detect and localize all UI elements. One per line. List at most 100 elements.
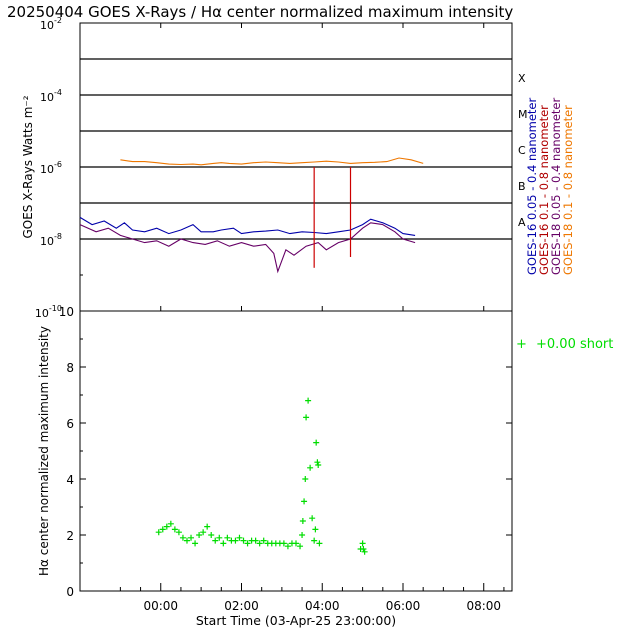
- goes-y-axis-ticks: 10-210-410-610-810-10: [35, 16, 512, 320]
- halpha-point-45: [312, 526, 319, 533]
- halpha-point-15: [216, 534, 223, 541]
- goes-series-line-2: [79, 222, 416, 274]
- halpha-point-35: [297, 543, 304, 550]
- halpha-x-tick-label-3: 06:00: [386, 599, 421, 613]
- goes-y-tick-label-3: 10-8: [40, 232, 62, 248]
- halpha-point-40: [303, 414, 310, 421]
- halpha-x-axis-label: Start Time (03-Apr-25 23:00:00): [196, 613, 396, 628]
- halpha-point-3: [167, 520, 174, 527]
- halpha-point-52: [360, 546, 367, 552]
- halpha-point-13: [208, 532, 215, 538]
- halpha-point-51: [359, 540, 366, 547]
- halpha-point-49: [316, 540, 323, 547]
- halpha-point-36: [299, 532, 306, 538]
- halpha-point-24: [252, 537, 259, 544]
- goes-legend-entry-2: GOES-18 0.05 - 0.4 nanometer: [549, 98, 563, 276]
- goes-y-tick-label-2: 10-6: [40, 160, 62, 176]
- halpha-y-tick-label-1: 2: [66, 529, 74, 543]
- halpha-point-20: [236, 534, 243, 541]
- halpha-x-tick-label-4: 08:00: [466, 599, 501, 613]
- halpha-legend: + +0.00 short: [516, 337, 613, 352]
- halpha-point-44: [311, 537, 318, 544]
- halpha-point-16: [220, 540, 227, 547]
- goes-legend-entry-3: GOES-18 0.1 - 0.8 nanometer: [561, 105, 575, 275]
- goes-y-tick-base-2: 10: [40, 163, 54, 176]
- goes-y-tick-exp-0: -2: [54, 16, 62, 25]
- goes-y-tick-exp-2: -6: [54, 160, 62, 169]
- halpha-y-tick-label-0: 0: [66, 585, 74, 599]
- halpha-panel: 0 2 4 6 8 10 00:00 02:00 04:00 06:00 08:00 Hα cen…: [37, 23, 613, 628]
- halpha-point-17: [224, 534, 231, 541]
- halpha-point-8: [188, 534, 195, 541]
- halpha-point-14: [212, 537, 219, 544]
- halpha-point-42: [307, 464, 314, 471]
- flare-class-label-x: X: [518, 72, 526, 85]
- halpha-point-21: [240, 537, 247, 544]
- halpha-point-6: [179, 534, 186, 541]
- goes-y-tick-exp-3: -8: [54, 232, 62, 241]
- halpha-point-9: [192, 540, 199, 547]
- flare-level-lines: [80, 58, 512, 240]
- halpha-point-12: [204, 523, 211, 530]
- halpha-point-11: [200, 529, 207, 536]
- flare-class-label-b: B: [518, 180, 526, 193]
- halpha-y-axis-ticks: 0 2 4 6 8 10: [59, 305, 512, 599]
- flare-class-labels: X M C B A: [518, 72, 528, 229]
- halpha-x-tick-label-0: 00:00: [143, 599, 178, 613]
- halpha-point-0: [155, 529, 162, 536]
- goes-y-tick-base-1: 10: [40, 91, 54, 104]
- halpha-y-tick-label-5: 10: [59, 305, 74, 319]
- goes-y-tick-exp-1: -4: [54, 88, 62, 97]
- halpha-point-46: [313, 439, 320, 446]
- halpha-point-34: [293, 540, 299, 547]
- halpha-point-10: [196, 532, 203, 538]
- halpha-legend-label: +0.00 short: [536, 337, 613, 352]
- halpha-point-47: [314, 459, 321, 466]
- goes-y-tick-exp-4: -10: [49, 304, 62, 313]
- halpha-point-39: [302, 476, 309, 482]
- goes-y-tick-base-4: 10: [35, 307, 49, 320]
- halpha-point-43: [309, 515, 316, 522]
- halpha-point-4: [171, 526, 178, 533]
- goes-legend-entry-0: GOES-16 0.05 - 0.4 nanometer: [525, 98, 539, 276]
- halpha-point-32: [284, 543, 291, 550]
- halpha-x-tick-label-2: 04:00: [305, 599, 340, 613]
- halpha-point-7: [183, 537, 190, 544]
- halpha-point-5: [175, 529, 182, 536]
- goes-legend-entry-1: GOES-16 0.1 - 0.8 nanometer: [537, 105, 551, 275]
- flare-class-label-m: M: [518, 108, 528, 121]
- halpha-point-1: [159, 526, 166, 533]
- goes-series-group: [79, 157, 424, 274]
- halpha-point-22: [244, 540, 251, 547]
- goes-series-line-0: [120, 157, 424, 166]
- halpha-point-25: [256, 540, 263, 547]
- goes-y-tick-label-4: 10-10: [35, 304, 62, 320]
- halpha-y-tick-label-2: 4: [66, 473, 74, 487]
- halpha-points: [155, 397, 368, 555]
- halpha-y-tick-label-3: 6: [66, 417, 74, 431]
- halpha-point-48: [315, 462, 322, 468]
- halpha-point-37: [299, 518, 306, 524]
- goes-y-axis-label: GOES X-Rays Watts m⁻²: [21, 95, 35, 238]
- chart-title: 20250404 GOES X-Rays / Hα center normali…: [7, 3, 513, 21]
- goes-y-tick-label-1: 10-4: [40, 88, 62, 104]
- goes-y-tick-base-0: 10: [40, 19, 54, 32]
- goes-y-tick-label-0: 10-2: [40, 16, 62, 32]
- flare-class-label-a: A: [518, 216, 526, 229]
- halpha-x-tick-label-1: 02:00: [224, 599, 259, 613]
- goes-y-tick-base-3: 10: [40, 235, 54, 248]
- halpha-point-2: [163, 523, 170, 530]
- goes-series-line-1: [79, 216, 416, 236]
- flare-class-label-c: C: [518, 144, 526, 157]
- halpha-point-38: [301, 498, 308, 505]
- halpha-point-31: [280, 540, 287, 547]
- halpha-point-19: [232, 537, 239, 544]
- halpha-point-41: [305, 397, 312, 404]
- halpha-x-axis-ticks: 00:00 02:00 04:00 06:00 08:00: [119, 23, 505, 613]
- halpha-point-53: [361, 548, 368, 555]
- halpha-point-26: [260, 537, 267, 544]
